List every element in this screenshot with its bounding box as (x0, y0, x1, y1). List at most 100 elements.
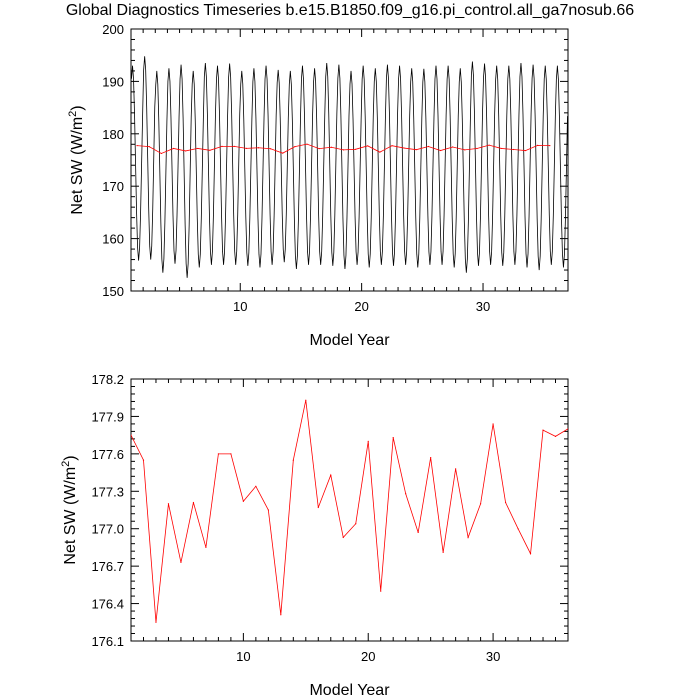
chart-title: Global Diagnostics Timeseries b.e15.B185… (65, 2, 635, 19)
x-tick-label: 30 (486, 649, 500, 664)
annual-data-point (405, 493, 407, 495)
annual-data-point (330, 146, 332, 148)
annual-data-point (205, 546, 207, 549)
annual-data-point (160, 152, 162, 155)
annual-data-point (442, 551, 444, 554)
annual-data-point (417, 531, 419, 534)
annual-data-point (136, 144, 138, 147)
annual-data-point (342, 536, 344, 539)
y-tick-label: 177.9 (91, 409, 124, 424)
annual-data-point (464, 149, 466, 151)
annual-data-point (294, 146, 296, 148)
annual-data-point (131, 434, 132, 436)
annual-data-point (379, 151, 381, 153)
annual-data-point (269, 148, 272, 150)
annual-data-point (242, 500, 244, 502)
annual-data-point (197, 147, 199, 150)
annual-data-point (512, 148, 514, 151)
annual-data-point (282, 152, 284, 154)
annual-data-point (330, 474, 332, 476)
plot-frame (130, 28, 569, 292)
y-tick-label: 180 (102, 127, 124, 142)
annual-data-point (452, 146, 454, 148)
x-axis-label: Model Year (309, 682, 390, 699)
y-tick-label: 150 (102, 284, 124, 299)
annual-data-point (455, 468, 457, 470)
annual-data-point (367, 440, 369, 442)
annual-data-point (500, 147, 502, 150)
plot-frame (130, 378, 569, 642)
annual-data-point (221, 145, 223, 147)
annual-data-point (567, 428, 568, 430)
x-tick-label: 20 (361, 649, 375, 664)
annual-data-point (554, 435, 557, 437)
y-axis-label: Net SW (W/m2) (60, 455, 79, 564)
annual-data-point (467, 536, 469, 539)
annual-data-point (549, 145, 551, 147)
x-axis-label: Model Year (309, 332, 390, 349)
annual-data-point (476, 147, 478, 150)
annual-data-point (317, 506, 319, 509)
annual-data-point (367, 145, 369, 147)
annual-data-point (306, 143, 308, 145)
annual-series-line (131, 400, 568, 623)
annual-data-point (230, 453, 232, 455)
annual-data-point (155, 621, 157, 623)
annual-data-point (209, 149, 211, 151)
annual-data-point (480, 503, 482, 505)
annual-data-point (142, 459, 145, 461)
annual-data-point (391, 145, 393, 147)
annual-data-point (504, 501, 507, 504)
annual-data-point (517, 528, 519, 530)
annual-data-point (380, 590, 382, 592)
x-tick-label: 30 (476, 299, 490, 314)
annual-data-point (537, 144, 539, 146)
annual-data-point (415, 149, 417, 151)
annual-data-point (292, 459, 294, 461)
annual-data-point (430, 457, 432, 459)
annual-data-point (257, 147, 260, 149)
y-tick-label: 176.4 (91, 597, 124, 612)
annual-data-point (355, 523, 357, 525)
annual-data-point (245, 147, 247, 149)
annual-data-point (427, 145, 430, 148)
y-tick-label: 178.2 (91, 372, 124, 387)
annual-data-point (529, 553, 532, 555)
y-tick-label: 190 (102, 74, 124, 89)
annual-data-point (342, 149, 345, 151)
annual-series-line (137, 143, 550, 154)
annual-data-point (439, 149, 442, 152)
annual-data-point (180, 561, 182, 564)
annual-data-point (318, 148, 320, 150)
x-tick-label: 10 (236, 649, 250, 664)
y-tick-label: 200 (102, 22, 124, 37)
annual-data-point (233, 145, 235, 147)
annual-data-point (167, 503, 170, 505)
annual-data-point (542, 429, 544, 431)
y-tick-label: 160 (102, 232, 124, 247)
annual-data-point (524, 149, 527, 152)
annual-data-point (172, 147, 175, 150)
annual-data-point (305, 399, 307, 401)
y-tick-label: 177.0 (91, 522, 124, 537)
annual-data-point (488, 144, 490, 146)
annual-data-point (392, 437, 394, 439)
y-tick-label: 170 (102, 179, 124, 194)
monthly-series-line (131, 56, 568, 278)
x-tick-label: 10 (233, 299, 247, 314)
annual-data-point (255, 485, 257, 487)
y-tick-label: 176.1 (91, 634, 124, 649)
annual-data-point (280, 614, 282, 616)
y-tick-label: 177.3 (91, 484, 124, 499)
annual-data-point (492, 423, 494, 425)
y-axis-label: Net SW (W/m2) (67, 105, 86, 214)
x-tick-label: 20 (354, 299, 368, 314)
annual-data-point (192, 501, 195, 504)
annual-data-point (217, 453, 219, 455)
annual-data-point (403, 147, 405, 149)
y-tick-label: 177.6 (91, 447, 124, 462)
y-tick-label: 176.7 (91, 559, 124, 574)
annual-data-point (267, 509, 269, 511)
annual-data-point (354, 148, 357, 150)
